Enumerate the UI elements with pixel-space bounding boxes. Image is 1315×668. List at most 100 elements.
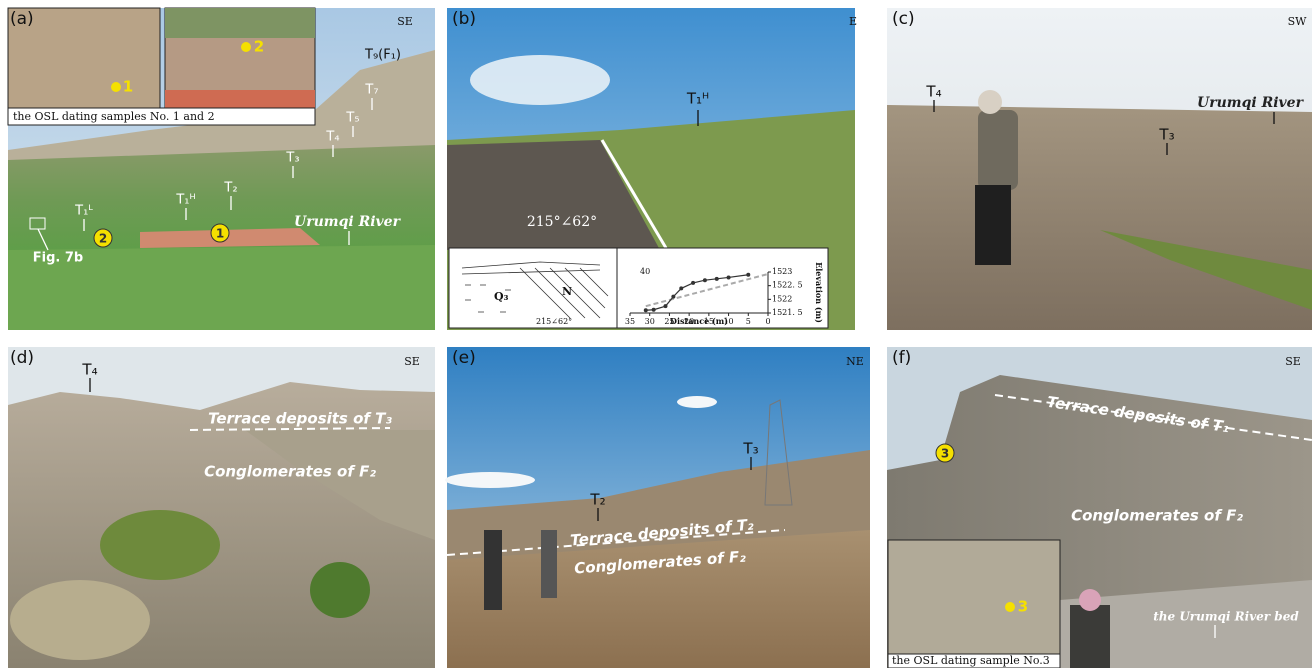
terrace-label: T₅: [345, 111, 359, 126]
panel-letter: (f): [892, 348, 911, 368]
inset-caption: the OSL dating sample No.3: [892, 654, 1050, 667]
sample-marker: [210, 223, 230, 243]
x-axis-label: Distance (m): [670, 316, 728, 326]
box-marker: [29, 217, 46, 230]
inset-caption: the OSL dating samples No. 1 and 2: [13, 110, 215, 123]
terraces: [8, 145, 435, 255]
caption-box: [7, 107, 316, 126]
attitude-label: 215°∠62°: [527, 214, 597, 230]
trend: [645, 273, 769, 308]
gravel-face: [447, 140, 660, 250]
terrace-label: T₄: [81, 361, 97, 379]
panel-c: (c) SW T₄ Urumqi River T₃: [887, 8, 1312, 330]
person: [484, 530, 502, 610]
y-tick-label: 1522. 5: [772, 281, 803, 290]
terrace-label: T₁ᴴ: [686, 90, 709, 108]
profile-point: [679, 286, 684, 291]
panel-letter: (d): [10, 348, 34, 368]
panel-letter: (a): [10, 9, 34, 29]
river-label: Urumqi River: [294, 214, 402, 230]
profile-point: [663, 304, 668, 309]
x-tick-label: 10: [723, 317, 733, 326]
shrubs: [1100, 230, 1312, 310]
contact-line: [994, 394, 1313, 441]
y-axis-label: Elevation (m): [814, 262, 824, 323]
inset-2-red-layer: [165, 90, 315, 108]
direction: SE: [397, 15, 413, 28]
sample-dot: [241, 42, 251, 52]
fault-label: N: [562, 285, 572, 298]
direction: SE: [404, 355, 420, 368]
sample-number: 1: [216, 227, 224, 241]
x-tick-label: 0: [765, 317, 770, 326]
profile-point: [746, 272, 751, 277]
riverbed: [1060, 580, 1312, 668]
terrace-label: T₇: [364, 83, 378, 98]
x-tick-label: 5: [746, 317, 751, 326]
panel-letter: (c): [892, 9, 915, 29]
terrace-label: T₁ᴴ: [175, 193, 195, 208]
river-label: Urumqi River: [1197, 95, 1305, 111]
y-tick-label: 1522: [772, 294, 792, 303]
terrace-label: T₃: [742, 440, 758, 458]
terrace-label: T₃: [285, 151, 299, 166]
profile-point: [702, 278, 707, 283]
sample-number: 1: [123, 78, 133, 96]
deposit-label: Conglomerates of F₂: [1071, 507, 1243, 525]
ground: [887, 105, 1312, 330]
terrace-label: T₄: [325, 130, 339, 145]
panel-letter: (b): [452, 9, 476, 29]
direction: E: [849, 15, 857, 28]
person-legs: [975, 185, 1011, 265]
profile-line: [645, 274, 749, 311]
deposit-label: Terrace deposits of T₃: [208, 410, 392, 428]
sample-number: 3: [941, 447, 949, 461]
sample-dot: [1005, 602, 1015, 612]
panel-e: (e) NE T₃ T₂ Terrace deposits of T₂ Cong…: [445, 347, 870, 668]
contact-line: [189, 427, 391, 431]
terrace-label: T₂: [223, 181, 237, 196]
outcrop: [140, 228, 320, 248]
direction: SE: [1285, 355, 1301, 368]
sample-dot: [111, 82, 121, 92]
profile-point: [671, 294, 676, 299]
person-hat: [1079, 589, 1101, 611]
person: [1070, 605, 1110, 668]
terrace-label: T₉(F₁): [364, 48, 401, 63]
deposit-label: Conglomerates of F₂: [204, 463, 376, 481]
attitude-label: 215∠62°: [536, 317, 572, 326]
x-tick-label: 30: [645, 317, 655, 326]
panel-a: the OSL dating samples No. 1 and 2 (a) S…: [7, 7, 435, 330]
terrace-label: T₃: [1158, 126, 1174, 144]
profile-point: [726, 275, 731, 280]
x-tick-label: 35: [625, 317, 635, 326]
panel-f: the OSL dating sample No.3 (f) SE Terrac…: [887, 347, 1313, 668]
x-tick-label: 25: [664, 317, 674, 326]
panel-b: (b) E T₁ᴴ 215°∠62° Q₃ N 215∠62° 35 30 25 20…: [447, 8, 857, 330]
shrub: [310, 562, 370, 618]
panel-d: (d) SE T₄ Terrace deposits of T₃ Conglom…: [8, 347, 435, 668]
unit-label: Q₃: [494, 290, 509, 303]
sample-number: 2: [254, 38, 264, 56]
fault-line: [600, 139, 668, 249]
sample-marker: [93, 228, 113, 248]
sample-number: 3: [1018, 598, 1028, 616]
terrace-label: T₁ᴸ: [74, 204, 93, 219]
arrows: [83, 98, 373, 245]
sample-marker: [935, 443, 955, 463]
caption-box: [887, 653, 1061, 668]
pylon: [764, 399, 793, 506]
profile-point: [643, 308, 648, 313]
shrub: [10, 580, 150, 660]
cloud: [470, 55, 610, 105]
cloud: [445, 472, 535, 488]
annotation: 40: [640, 267, 650, 276]
x-tick-label: 15: [704, 317, 714, 326]
profile-point: [651, 307, 656, 312]
terrace-label: T₄: [925, 83, 941, 101]
leader: [37, 228, 49, 251]
y-tick-label: 1521. 5: [772, 308, 803, 317]
river-label: the Urumqi River bed: [1153, 610, 1299, 624]
person: [978, 110, 1018, 190]
